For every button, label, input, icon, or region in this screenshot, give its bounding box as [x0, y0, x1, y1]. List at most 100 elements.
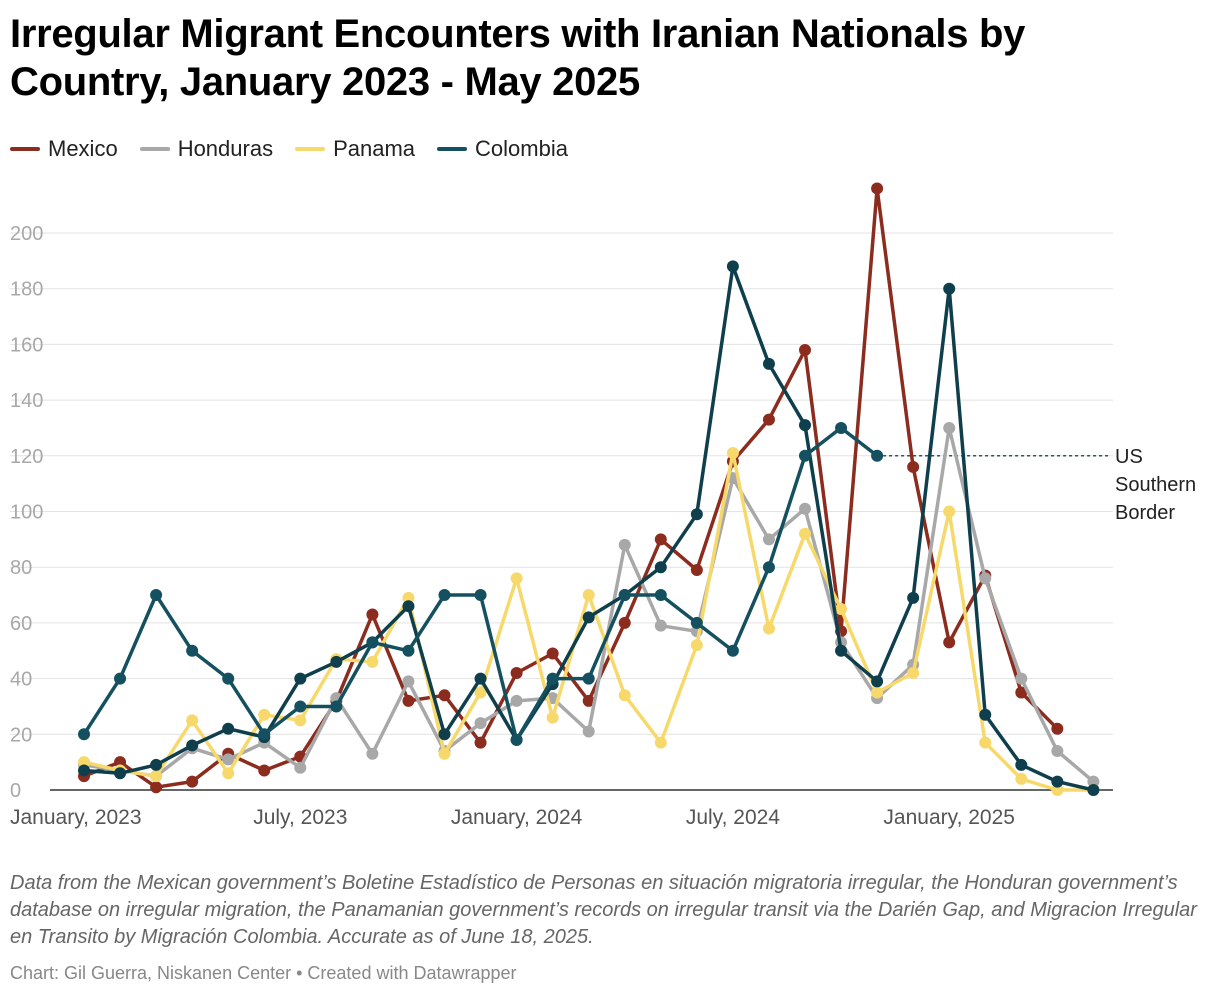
point-panama-4 [222, 767, 235, 780]
point-honduras-9 [402, 675, 415, 688]
point-us-southern-border-26 [1015, 758, 1028, 771]
y-tick-label-80: 80 [10, 557, 32, 579]
point-us-southern-border-3 [186, 739, 199, 752]
point-mexico-23 [907, 460, 920, 473]
series-us-southern-border [78, 260, 1100, 796]
y-tick-label-140: 140 [10, 390, 43, 412]
legend-swatch-colombia [437, 147, 468, 151]
point-panama-8 [366, 655, 379, 668]
x-tick-label-1: July, 2023 [253, 806, 347, 829]
y-tick-label-180: 180 [10, 279, 43, 301]
y-tick-label-0: 0 [10, 780, 21, 802]
point-us-southern-border-23 [907, 591, 920, 604]
point-us-southern-border-0 [78, 764, 90, 777]
point-us-southern-border-9 [402, 600, 415, 613]
annotation-label-line-1: Southern [1115, 474, 1196, 496]
point-panama-17 [690, 639, 703, 652]
point-panama-6 [294, 714, 307, 727]
point-panama-9 [402, 591, 415, 604]
point-colombia-8 [366, 636, 379, 649]
point-colombia-22 [871, 449, 884, 462]
line-chart: 0 20 40 60 80 100 120 140 160 180 200 January, 202… [10, 182, 1196, 829]
point-colombia-16 [654, 589, 667, 602]
point-panama-3 [186, 714, 199, 727]
point-honduras-15 [618, 538, 631, 551]
point-mexico-27 [1051, 722, 1064, 735]
point-panama-16 [654, 736, 667, 749]
point-us-southern-border-21 [835, 644, 848, 657]
x-tick-label-4: January, 2025 [883, 806, 1015, 829]
point-panama-22 [871, 686, 884, 699]
point-panama-26 [1015, 772, 1028, 785]
point-colombia-11 [474, 589, 487, 602]
point-colombia-0 [78, 728, 90, 741]
point-mexico-15 [618, 616, 631, 629]
line-mexico [82, 186, 1060, 789]
legend-label-mexico: Mexico [48, 136, 118, 161]
point-panama-11 [474, 686, 487, 699]
point-panama-12 [510, 572, 523, 585]
annotation: US Southern Border [877, 446, 1196, 524]
point-panama-21 [835, 602, 848, 615]
legend-label-colombia: Colombia [475, 136, 568, 161]
legend-swatch-mexico [10, 147, 40, 151]
chart-title: Irregular Migrant Encounters with Irania… [10, 12, 1026, 104]
point-mexico-5 [258, 764, 271, 777]
point-honduras-20 [799, 502, 811, 515]
point-mexico-10 [438, 689, 451, 702]
legend-swatch-honduras [139, 147, 170, 151]
point-colombia-7 [330, 700, 343, 713]
legend-swatch-panama [295, 147, 326, 151]
point-honduras-26 [1015, 672, 1028, 685]
point-us-southern-border-28 [1087, 784, 1100, 796]
point-us-southern-border-11 [474, 672, 487, 685]
y-tick-label-40: 40 [10, 669, 32, 691]
point-us-southern-border-7 [330, 655, 343, 668]
y-tick-label-100: 100 [10, 502, 43, 524]
source-notes: Data from the Mexican government’s Bolet… [10, 872, 1197, 948]
point-honduras-14 [582, 725, 595, 738]
point-panama-14 [582, 589, 595, 602]
y-tick-label-200: 200 [10, 223, 43, 245]
point-honduras-24 [943, 421, 956, 434]
point-honduras-28 [1087, 775, 1100, 788]
point-colombia-15 [618, 589, 631, 602]
point-colombia-6 [294, 700, 307, 713]
point-colombia-13 [546, 672, 559, 685]
annotation-label-line-2: Border [1115, 502, 1175, 524]
legend-item-honduras: Honduras [139, 136, 273, 162]
point-colombia-20 [799, 449, 811, 462]
point-colombia-2 [150, 589, 163, 602]
point-colombia-19 [762, 561, 775, 574]
point-honduras-25 [979, 572, 992, 585]
point-colombia-12 [510, 733, 523, 746]
y-tick-label-160: 160 [10, 334, 43, 356]
point-us-southern-border-19 [762, 357, 775, 370]
point-panama-25 [979, 736, 992, 749]
point-mexico-13 [546, 647, 559, 660]
series-colombia [78, 421, 884, 746]
legend: Mexico Honduras Panama Colombia [10, 136, 568, 162]
y-tick-label-20: 20 [10, 724, 32, 746]
point-us-southern-border-24 [943, 282, 956, 295]
point-us-southern-border-27 [1051, 775, 1064, 788]
x-tick-label-3: July, 2024 [686, 806, 780, 829]
point-colombia-1 [114, 672, 127, 685]
y-axis: 0 20 40 60 80 100 120 140 160 180 200 [10, 223, 1113, 802]
point-honduras-6 [294, 761, 307, 774]
point-panama-10 [438, 747, 451, 760]
point-colombia-4 [222, 672, 235, 685]
point-us-southern-border-16 [654, 561, 667, 574]
annotation-label-line-0: US [1115, 446, 1143, 468]
y-tick-label-60: 60 [10, 613, 32, 635]
point-colombia-10 [438, 589, 451, 602]
point-colombia-14 [582, 672, 595, 685]
point-panama-18 [726, 447, 739, 460]
point-panama-20 [799, 527, 811, 540]
point-honduras-4 [222, 753, 235, 766]
point-panama-13 [546, 711, 559, 724]
series-group [78, 182, 1100, 796]
x-axis: January, 2023 July, 2023 January, 2024 July… [10, 806, 1015, 829]
point-honduras-12 [510, 694, 523, 707]
point-mexico-1 [114, 756, 127, 769]
